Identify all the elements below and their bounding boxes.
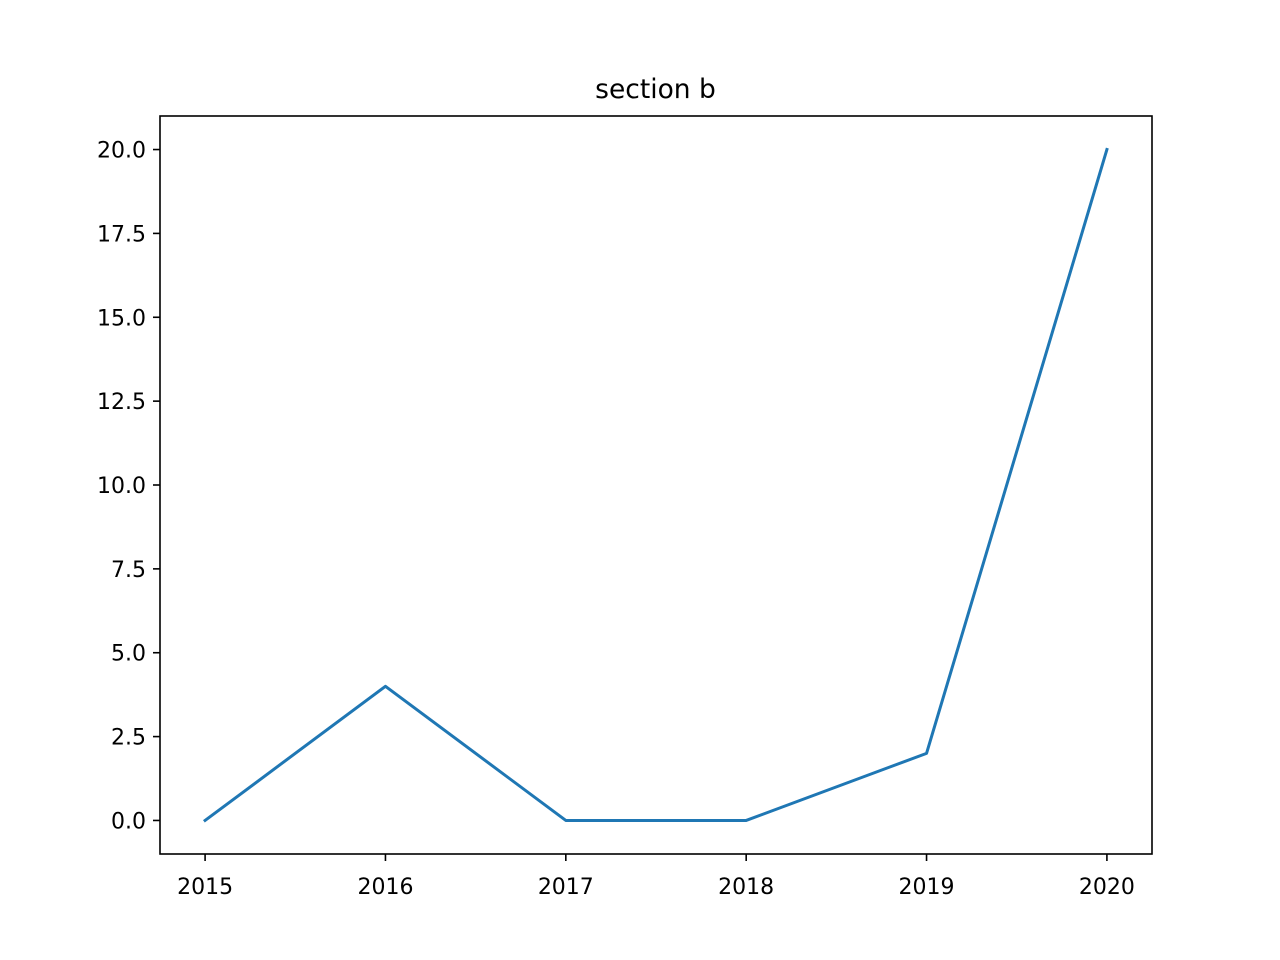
y-axis: 0.0 2.5 5.0 7.5 10.0 12.5 15.0 17.5 20.0 [97,139,160,834]
x-tick-label: 2020 [1079,875,1135,900]
series-layer [202,147,1109,823]
y-tick-label: 7.5 [111,558,146,583]
x-axis: 2015 2016 2017 2018 2019 2020 [177,854,1135,900]
x-tick-label: 2017 [538,875,594,900]
y-tick-label: 0.0 [111,809,146,834]
x-tick-label: 2016 [357,875,413,900]
y-tick-label: 15.0 [97,306,146,331]
x-tick-label: 2019 [899,875,955,900]
y-tick-label: 17.5 [97,222,146,247]
chart-title: section b [595,74,716,105]
series-line [202,147,1109,823]
y-tick-label: 5.0 [111,642,146,667]
y-tick-label: 2.5 [111,726,146,751]
y-tick-label: 20.0 [97,139,146,164]
x-tick-label: 2018 [718,875,774,900]
y-tick-label: 10.0 [97,474,146,499]
y-tick-label: 12.5 [97,390,146,415]
plot-frame [159,115,1153,855]
x-tick-label: 2015 [177,875,233,900]
